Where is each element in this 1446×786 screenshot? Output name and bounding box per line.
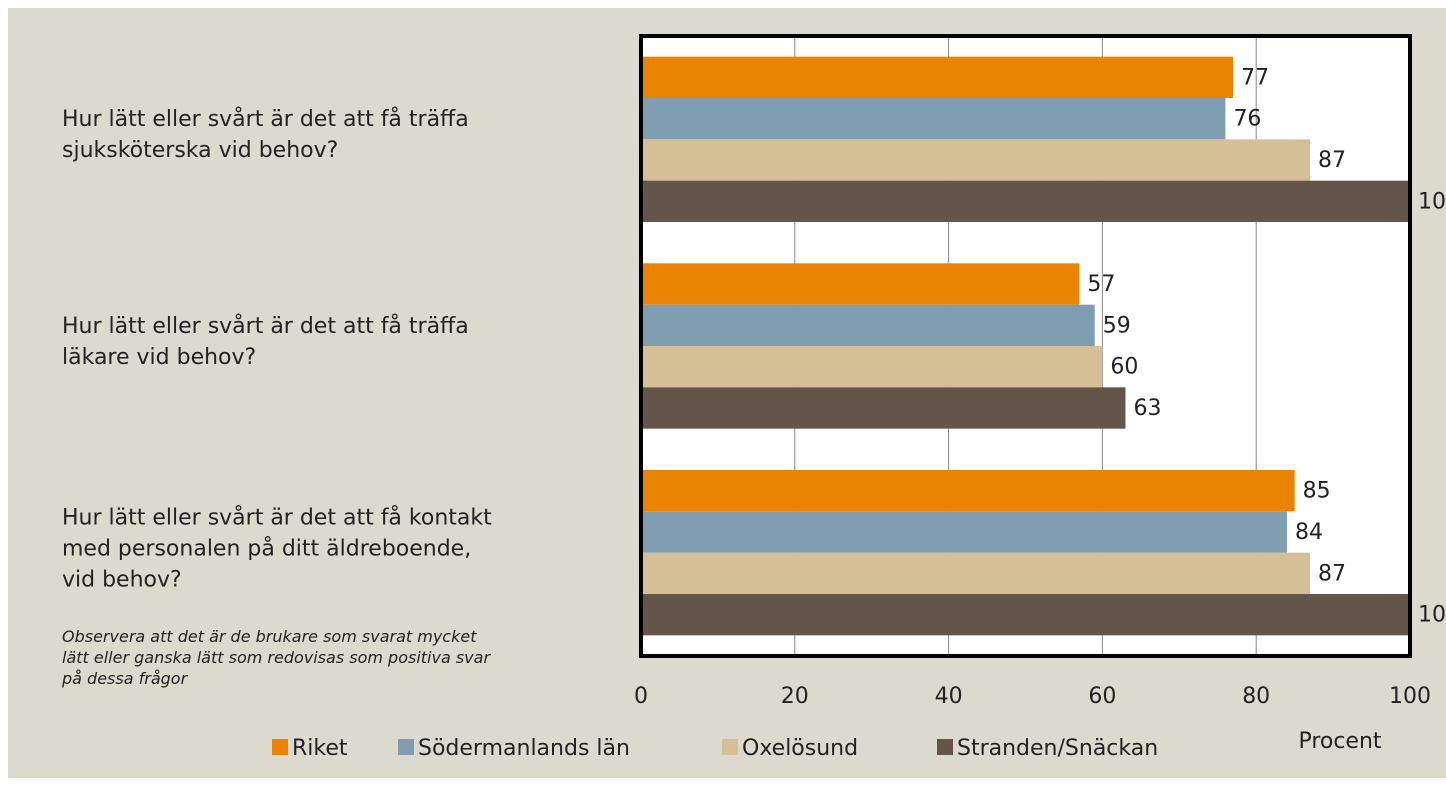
value-label: 76 (1233, 107, 1261, 132)
legend-label: Oxelösund (742, 736, 858, 761)
category-label: Hur lätt eller svårt är det att få träff… (62, 107, 469, 164)
legend-swatch (722, 739, 738, 755)
legend-label: Riket (292, 736, 348, 761)
value-label: 84 (1295, 520, 1323, 545)
bar (641, 56, 1234, 98)
value-label: 100 (1418, 189, 1446, 214)
value-label: 87 (1318, 561, 1346, 586)
value-label: 57 (1087, 272, 1115, 297)
plot-border (639, 34, 1412, 658)
x-tick-label: 80 (1242, 684, 1270, 709)
x-tick-label: 100 (1389, 684, 1431, 709)
value-label: 87 (1318, 148, 1346, 173)
legend-label: Stranden/Snäckan (957, 736, 1158, 761)
value-label: 100 (1418, 603, 1446, 628)
bar (641, 263, 1080, 305)
value-label: 77 (1241, 65, 1269, 90)
x-tick-label: 60 (1088, 684, 1116, 709)
value-label: 59 (1103, 313, 1131, 338)
x-tick-label: 20 (781, 684, 809, 709)
value-label: 85 (1303, 479, 1331, 504)
bar (641, 511, 1287, 553)
x-axis-label: Procent (1298, 729, 1381, 754)
bar (641, 139, 1311, 181)
x-tick-label: 40 (935, 684, 963, 709)
bar (641, 594, 1410, 636)
bar (641, 346, 1103, 388)
legend-swatch (272, 739, 288, 755)
bar (641, 552, 1311, 594)
bar (641, 470, 1295, 512)
bar (641, 304, 1095, 346)
legend-swatch (937, 739, 953, 755)
value-label: 63 (1133, 396, 1161, 421)
x-tick-label: 0 (634, 684, 648, 709)
bar (641, 387, 1126, 429)
bar (641, 180, 1410, 222)
category-label: Hur lätt eller svårt är det att få konta… (62, 505, 492, 593)
annotation: Observera att det är de brukare som svar… (62, 627, 491, 688)
value-label: 60 (1110, 355, 1138, 380)
category-label: Hur lätt eller svårt är det att få träff… (62, 314, 469, 370)
bar (641, 98, 1226, 140)
legend-label: Södermanlands län (418, 736, 630, 761)
legend-swatch (398, 739, 414, 755)
